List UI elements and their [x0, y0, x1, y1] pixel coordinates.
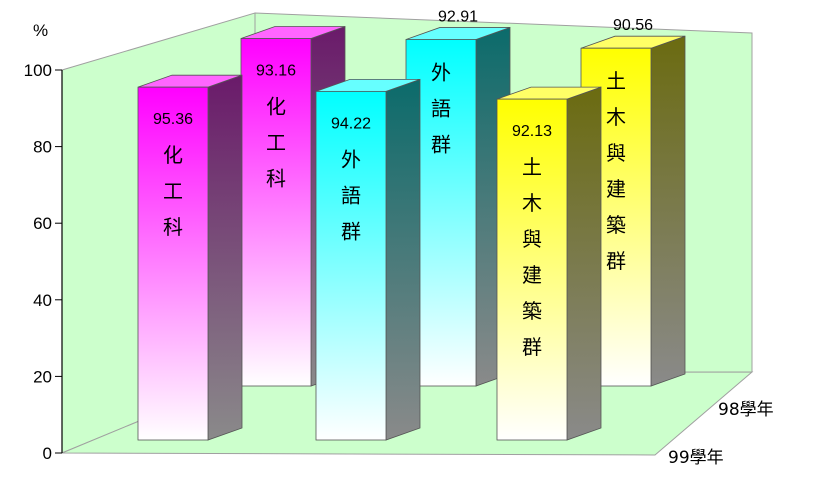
bar-category-label: 與: [606, 141, 626, 165]
bar-value-label: 94.22: [331, 115, 371, 132]
bar-side: [207, 74, 243, 441]
bar-category-label: 群: [522, 335, 542, 359]
bar-category-label: 建: [606, 177, 626, 201]
bar-category-label: 群: [341, 219, 361, 243]
bar-category-label: 科: [163, 215, 183, 239]
y-tick-label: 40: [33, 291, 52, 310]
bar-98-1: 92.91 外語群: [405, 8, 511, 387]
bar-value-label: 90.56: [613, 17, 653, 34]
y-tick-label: 100: [24, 61, 52, 80]
y-tick-label: 60: [33, 214, 52, 233]
bar-category-label: 群: [431, 132, 451, 156]
bar-category-label: 築: [606, 213, 626, 237]
bars: 93.16化工科95.36化工科92.91外語群94.22外語群90.56土木與…: [137, 8, 686, 441]
bar-category-label: 科: [266, 167, 286, 191]
y-tick-label: 0: [43, 444, 52, 463]
y-tick-label: 20: [33, 367, 52, 386]
bar-category-label: 工: [163, 179, 183, 203]
bar-category-label: 外: [341, 147, 361, 171]
bar-front: [496, 98, 568, 441]
bar-side: [650, 35, 686, 387]
bar-category-label: 木: [606, 105, 626, 129]
bar-category-label: 與: [522, 227, 542, 251]
bar-category-label: 築: [522, 299, 542, 323]
bar-category-label: 外: [431, 60, 451, 84]
bar-category-label: 土: [606, 69, 626, 93]
y-tick-label: 80: [33, 138, 52, 157]
bar-category-label: 木: [522, 191, 542, 215]
bar-category-label: 化: [163, 143, 183, 167]
bar-category-label: 工: [266, 131, 286, 155]
bar-side: [385, 78, 421, 441]
bar-side: [566, 86, 602, 441]
bar-value-label: 92.91: [438, 8, 478, 25]
bar-category-label: 語: [341, 183, 361, 207]
bar-value-label: 92.13: [512, 123, 552, 140]
bar-front: [137, 86, 209, 441]
bar-front: [240, 38, 312, 387]
bar-value-label: 95.36: [153, 111, 193, 128]
bar-category-label: 化: [266, 95, 286, 119]
bar-category-label: 語: [431, 96, 451, 120]
bar-category-label: 土: [522, 155, 542, 179]
y-axis-ticks: 0 20 40 60 80 100: [24, 61, 62, 463]
bar-99-1: 94.22 外語群: [315, 78, 421, 441]
series-label-99: 99學年: [668, 448, 724, 468]
bar-value-label: 93.16: [256, 63, 296, 80]
bar-front: [315, 90, 387, 441]
series-label-98: 98學年: [718, 400, 774, 420]
y-unit-label: %: [33, 21, 48, 40]
bar-category-label: 群: [606, 249, 626, 273]
bar-category-label: 建: [522, 263, 542, 287]
bar-99-0: 95.36 化工科: [137, 74, 243, 441]
